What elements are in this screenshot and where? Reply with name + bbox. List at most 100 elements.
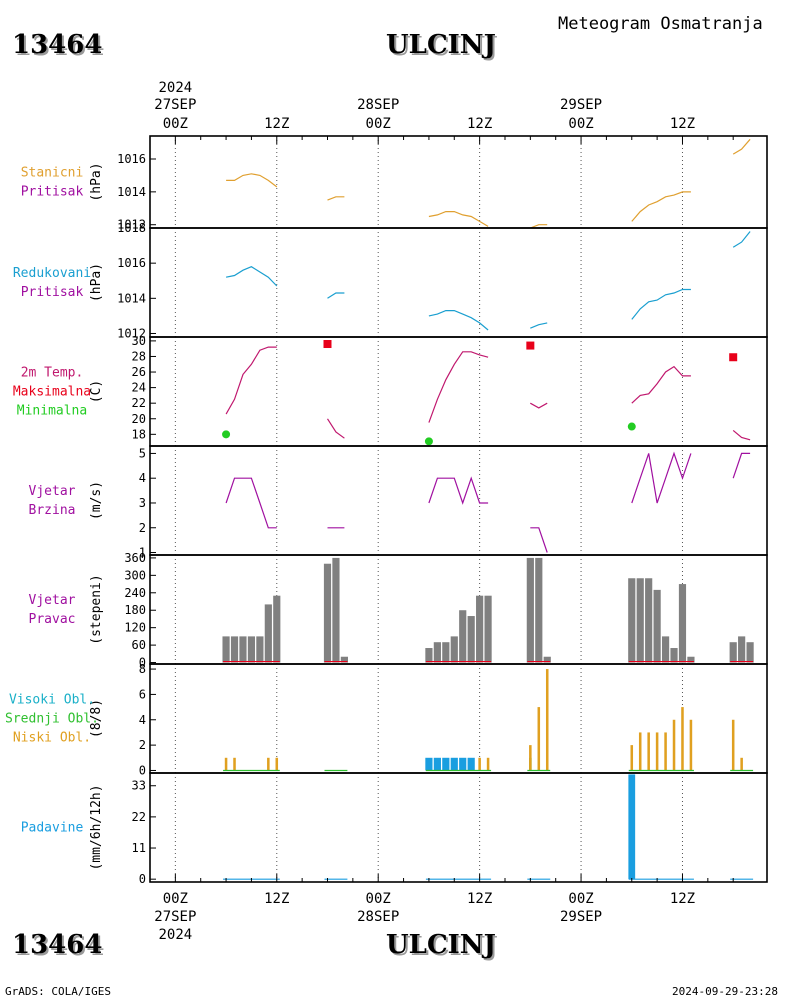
top-date-label: 29SEP (560, 97, 602, 113)
panel-vjetar_brzina: 1 2 3 4 5 (m/s) Vjetar Brzina (29, 445, 768, 560)
y-tick-label: 1014 (117, 291, 146, 305)
data-bar (628, 578, 636, 663)
station-id-top: 13464 (12, 30, 103, 60)
top-date-label: 27SEP (154, 97, 196, 113)
y-tick-label: 18 (132, 427, 146, 441)
cloud-bar (267, 757, 270, 771)
data-bar (230, 636, 239, 663)
cloud-bar (433, 757, 441, 771)
cloud-bar (275, 757, 279, 771)
top-hour-label: 12Z (670, 116, 695, 132)
top-hour-label: 00Z (163, 116, 188, 132)
y-axis-label: (C) (89, 380, 104, 403)
y-axis-label: (mm/6h/12h) (89, 784, 104, 870)
panel-label: Vjetar (29, 593, 76, 608)
series-line (631, 288, 691, 320)
y-tick-label: 11 (132, 841, 146, 855)
min-temp-marker (627, 422, 636, 431)
y-tick-label: 4 (139, 471, 146, 485)
series-line (225, 346, 277, 415)
cloud-bar (545, 669, 549, 771)
data-bar (433, 642, 441, 663)
min-temp-marker (424, 437, 433, 446)
top-year-label: 2024 (158, 80, 192, 96)
series-line (428, 351, 489, 423)
bottom-hour-label: 00Z (163, 891, 188, 907)
bottom-date-label: 28SEP (357, 909, 399, 925)
data-bar (222, 636, 230, 663)
cloud-bar (486, 757, 490, 771)
panel-label: Padavine (21, 821, 84, 836)
panel-frame (149, 772, 768, 883)
series-line (428, 211, 489, 227)
cloud-bar (664, 732, 667, 771)
data-bar (670, 648, 678, 663)
y-axis-label: (hPa) (89, 162, 104, 201)
data-bar (535, 557, 543, 663)
y-tick-label: 8 (139, 662, 146, 676)
cloud-bar (233, 757, 236, 771)
top-date-label: 28SEP (357, 97, 399, 113)
y-tick-label: 4 (139, 713, 146, 727)
cloud-bar (647, 732, 650, 771)
meteogram-subtitle: Meteogram Osmatranja (558, 14, 763, 34)
series-line (225, 477, 277, 529)
data-bar (323, 563, 332, 663)
y-tick-label: 0 (139, 872, 146, 886)
cloud-bar (537, 707, 541, 771)
data-bar (467, 616, 475, 663)
bottom-hour-label: 12Z (467, 891, 492, 907)
data-bar (636, 578, 644, 663)
data-bar (264, 604, 272, 663)
y-tick-label: 60 (132, 638, 146, 652)
station-id-bottom: 13464 (12, 930, 103, 960)
y-tick-label: 1016 (117, 152, 146, 166)
y-tick-label: 2 (139, 521, 146, 535)
series-line (226, 173, 278, 188)
footer-credit: GrADS: COLA/IGES (5, 985, 111, 998)
data-bar (476, 595, 484, 663)
y-axis-label: (hPa) (89, 263, 104, 302)
data-bar (628, 774, 636, 880)
bottom-hour-label: 00Z (366, 891, 391, 907)
cloud-bar (689, 719, 693, 771)
cloud-bar (459, 757, 467, 771)
panel-label: Redukovani (13, 266, 91, 281)
panel-redukovani: 1012 1014 1016 1018 (hPa)Redukovani Pritisak (13, 221, 768, 340)
max-temp-marker (526, 341, 535, 350)
y-tick-label: 33 (132, 779, 146, 793)
series-line (326, 418, 345, 439)
footer-timestamp: 2024-09-29-23:28 (672, 985, 778, 998)
data-bar (442, 642, 450, 663)
data-bar (484, 595, 492, 663)
panel-label: Niski Obl. (13, 731, 91, 746)
series-line (327, 196, 345, 201)
panel-frame (149, 445, 768, 556)
y-tick-label: 6 (139, 687, 146, 701)
y-tick-label: 1012 (117, 326, 146, 340)
data-bar (653, 589, 661, 663)
cloud-bar (467, 757, 475, 771)
panel-vjetar_pravac: 0 60 120 180 240 300 360 (stepeni) Vjetar Pravac (29, 551, 768, 670)
min-temp-marker (222, 430, 231, 439)
panel-label: Pritisak (21, 185, 84, 200)
panel-label: Brzina (29, 503, 76, 518)
cloud-bar (450, 757, 458, 771)
data-bar (687, 656, 695, 663)
y-axis-label: (stepeni) (89, 574, 104, 644)
y-tick-label: 1 (139, 546, 146, 560)
series-line (732, 231, 751, 248)
cloud-bar (672, 719, 676, 771)
cloud-bar (655, 732, 659, 771)
panel-padavine: 0 11 22 33 (mm/6h/12h) Padavine (21, 772, 768, 886)
cloud-bar (425, 757, 433, 771)
panel-label: Srednji Obl. (5, 712, 99, 727)
series-line (530, 402, 548, 409)
cloud-bar (529, 745, 532, 771)
series-line (631, 451, 692, 504)
data-bar (425, 648, 433, 663)
data-bar (239, 636, 247, 663)
series-line (530, 322, 548, 329)
